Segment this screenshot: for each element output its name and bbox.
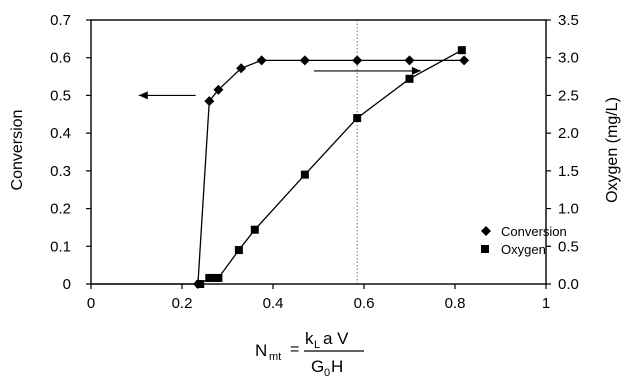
xlabel-N-sub: mt <box>269 351 281 363</box>
oxygen-point <box>234 246 243 255</box>
x-tick-label: 0.4 <box>263 295 284 312</box>
oxygen-point <box>300 170 309 179</box>
legend-label-oxygen: Oxygen <box>501 242 546 257</box>
right-axis-ticks: 0.0 0.5 1.0 1.5 2.0 2.5 3.0 3.5 <box>546 12 579 293</box>
oxygen-point <box>250 225 259 234</box>
conversion-point <box>204 96 215 107</box>
conversion-point <box>459 55 470 66</box>
oxygen-point <box>405 74 414 83</box>
right-tick-label: 0.0 <box>558 276 579 293</box>
left-tick-label: 0.3 <box>50 163 71 180</box>
xlabel-num-L: L <box>314 339 320 351</box>
x-axis-label: N mt = k L a V G 0 H <box>255 329 364 379</box>
right-tick-label: 3.5 <box>558 12 579 29</box>
right-tick-label: 2.0 <box>558 125 579 142</box>
left-tick-label: 0.6 <box>50 50 71 67</box>
left-tick-label: 0.2 <box>50 201 71 218</box>
left-axis-label: Conversion <box>9 110 26 191</box>
oxygen-point <box>196 280 205 288</box>
right-tick-label: 0.5 <box>558 238 579 255</box>
x-axis-ticks: 0 0.2 0.4 0.6 0.8 1 <box>87 284 550 312</box>
x-tick-label: 0.2 <box>172 295 193 312</box>
oxygen-point <box>353 114 362 123</box>
annotation-arrows <box>138 66 421 100</box>
right-axis-label: Oxygen (mg/L) <box>604 97 621 203</box>
conversion-point <box>213 84 224 95</box>
x-tick-label: 0.8 <box>445 295 466 312</box>
legend-square-marker <box>481 245 489 253</box>
left-axis-ticks: 0 0.1 0.2 0.3 0.4 0.5 0.6 0.7 <box>50 12 91 293</box>
left-tick-label: 0 <box>63 276 71 293</box>
left-tick-label: 0.4 <box>50 125 71 142</box>
right-tick-label: 3.0 <box>558 50 579 67</box>
conversion-point <box>236 63 247 74</box>
oxygen-point <box>205 273 214 282</box>
xlabel-N: N <box>255 341 267 360</box>
right-tick-label: 1.5 <box>558 163 579 180</box>
conversion-point <box>352 55 363 66</box>
oxygen-point <box>214 273 223 282</box>
left-tick-label: 0.1 <box>50 238 71 255</box>
legend-label-conversion: Conversion <box>501 224 567 239</box>
xlabel-equals: = <box>290 341 299 358</box>
x-tick-label: 0.6 <box>354 295 375 312</box>
xlabel-den-sub: 0 <box>324 367 330 379</box>
xlabel-num-k: k <box>305 329 314 348</box>
oxygen-point <box>209 273 218 282</box>
arrow-right-head <box>411 66 421 75</box>
conversion-point <box>256 55 267 66</box>
oxygen-point <box>457 46 466 55</box>
right-tick-label: 2.5 <box>558 87 579 104</box>
arrow-left-head <box>138 91 148 100</box>
left-tick-label: 0.7 <box>50 12 71 29</box>
x-tick-label: 1 <box>542 295 550 312</box>
legend: Conversion Oxygen <box>481 224 567 257</box>
conversion-point <box>404 55 415 66</box>
legend-diamond-marker <box>481 226 491 236</box>
left-tick-label: 0.5 <box>50 87 71 104</box>
x-tick-label: 0 <box>87 295 95 312</box>
xlabel-num-rest: a V <box>323 329 349 348</box>
right-tick-label: 1.0 <box>558 201 579 218</box>
series-markers <box>192 46 470 289</box>
plot-frame <box>90 19 547 285</box>
conversion-point <box>299 55 310 66</box>
xlabel-den-rest: H <box>331 357 343 376</box>
xlabel-den-G: G <box>311 357 324 376</box>
plot-border <box>90 19 547 285</box>
